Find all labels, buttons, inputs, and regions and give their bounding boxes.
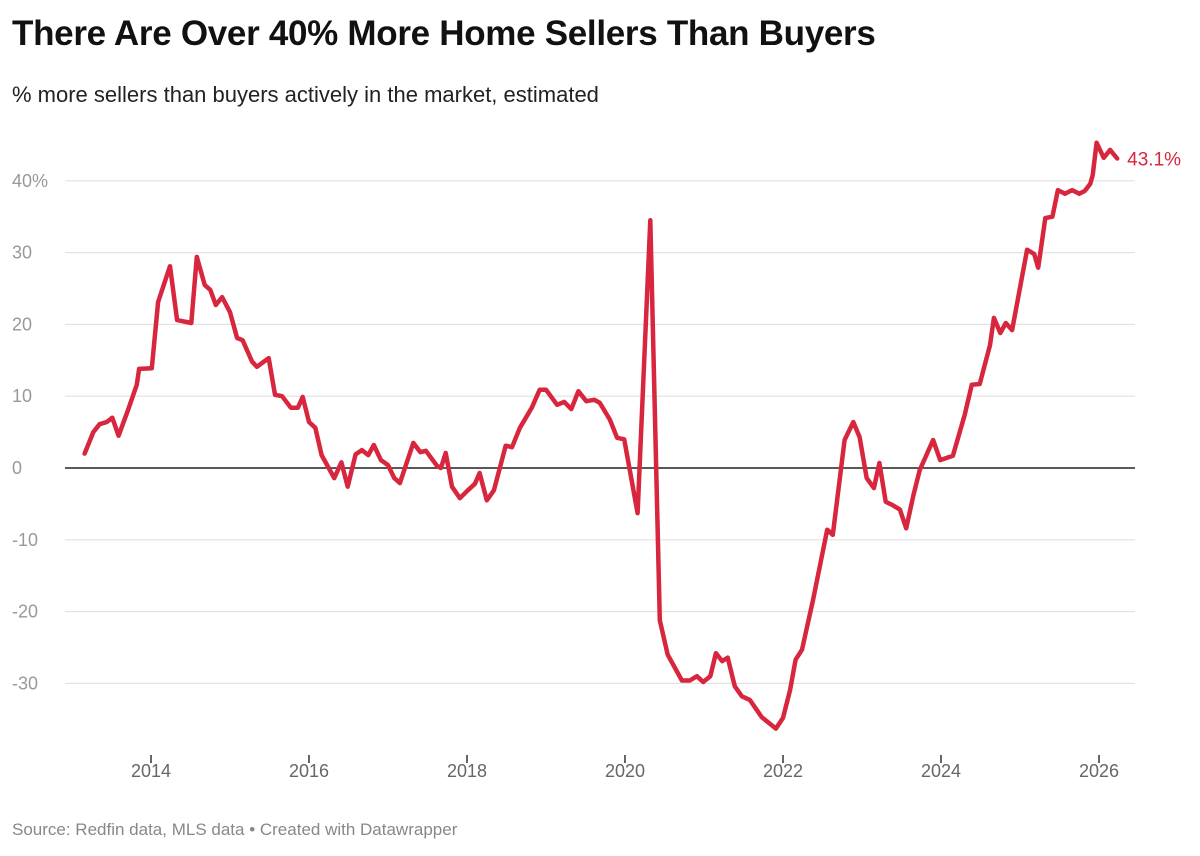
y-tick-label: -20 (12, 602, 38, 622)
end-value-label: 43.1% (1127, 150, 1181, 171)
x-tick-label: 2024 (921, 761, 961, 781)
y-tick-label: 0 (12, 458, 22, 478)
y-tick-label: -10 (12, 530, 38, 550)
x-tick-label: 2026 (1079, 761, 1119, 781)
x-tick-label: 2020 (605, 761, 645, 781)
y-tick-label: 30 (12, 243, 32, 263)
x-tick-label: 2014 (131, 761, 171, 781)
x-tick-label: 2022 (763, 761, 803, 781)
x-tick-label: 2016 (289, 761, 329, 781)
y-tick-label: 40% (12, 171, 48, 191)
source-note: Source: Redfin data, MLS data • Created … (12, 820, 458, 839)
y-tick-label: -30 (12, 673, 38, 693)
chart-title: There Are Over 40% More Home Sellers Tha… (12, 14, 876, 53)
y-tick-label: 20 (12, 314, 32, 334)
series-line (82, 140, 1120, 731)
x-tick-label: 2018 (447, 761, 487, 781)
y-tick-label: 10 (12, 386, 32, 406)
chart-subtitle: % more sellers than buyers actively in t… (12, 82, 599, 107)
